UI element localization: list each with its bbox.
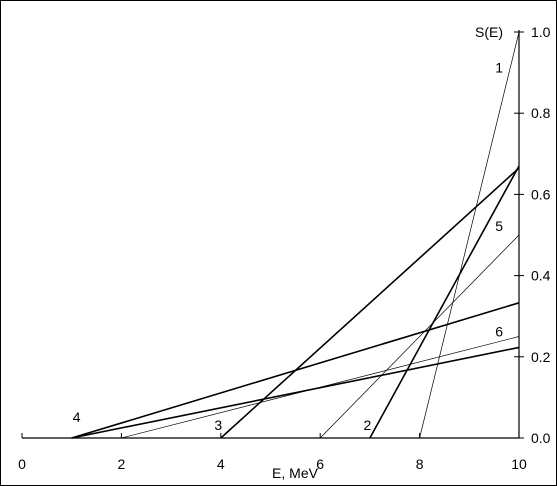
- x-tick-label: 0: [18, 456, 26, 472]
- series-line-3: [220, 167, 520, 439]
- y-axis-label: S(E): [475, 24, 503, 40]
- y-tick-label: 1.0: [531, 24, 551, 40]
- x-tick-label: 2: [118, 456, 126, 472]
- x-axis-label: E, MeV: [272, 465, 319, 481]
- x-tick-label: 8: [416, 456, 424, 472]
- axes: 0 2 4 6 8 100.0 0.2 0.4 0.6 0.8 1.0: [18, 24, 551, 472]
- y-tick-label: 0.0: [531, 430, 551, 446]
- series-label-5: 5: [495, 218, 503, 234]
- series-label-4: 4: [73, 409, 81, 425]
- series-line-6: [121, 336, 520, 439]
- y-tick-label: 0.2: [531, 349, 551, 365]
- series-label-1: 1: [495, 60, 503, 76]
- x-tick-label: 4: [217, 456, 225, 472]
- series-line-1: [419, 31, 520, 439]
- series-line-2: [369, 165, 520, 439]
- x-tick-label: 6: [316, 456, 324, 472]
- x-tick-label: 10: [511, 456, 527, 472]
- series-label-3: 3: [214, 417, 222, 433]
- series-layer: [71, 31, 520, 439]
- series-label-2: 2: [364, 417, 372, 433]
- series-line-4: [71, 346, 520, 439]
- series-line-extra-6: [71, 302, 520, 439]
- y-tick-label: 0.6: [531, 186, 551, 202]
- y-tick-label: 0.4: [531, 268, 551, 284]
- series-line-5: [319, 234, 520, 439]
- labels-layer: 1 2 3 4 5 6: [73, 60, 503, 433]
- series-label-6: 6: [495, 324, 503, 340]
- y-tick-label: 0.8: [531, 105, 551, 121]
